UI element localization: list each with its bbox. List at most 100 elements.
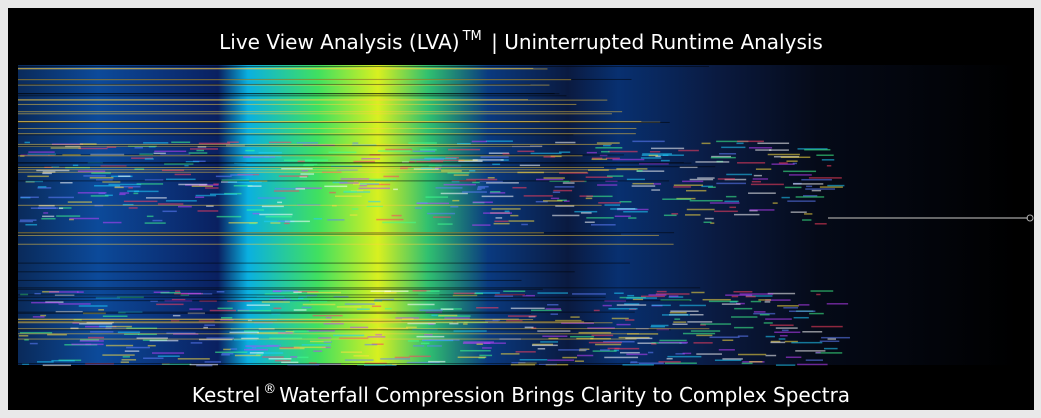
noise-streak: [542, 200, 563, 202]
row-line: [18, 155, 583, 157]
noise-streak: [204, 361, 222, 363]
noise-streak: [805, 359, 823, 361]
noise-streak: [122, 356, 130, 358]
noise-streak: [708, 186, 716, 188]
noise-streak: [798, 304, 810, 306]
noise-streak: [604, 204, 621, 206]
row-line: [18, 113, 612, 115]
noise-streak: [717, 178, 736, 180]
noise-streak: [603, 144, 611, 147]
noise-streak: [131, 157, 153, 159]
noise-streak: [36, 169, 70, 172]
noise-streak: [156, 303, 184, 306]
noise-streak: [793, 316, 809, 319]
noise-streak: [494, 295, 514, 297]
noise-streak: [562, 182, 575, 184]
noise-streak: [161, 363, 192, 365]
noise-streak: [221, 179, 250, 182]
noise-streak: [648, 154, 658, 157]
noise-streak: [578, 331, 612, 334]
noise-streak: [745, 295, 756, 298]
noise-streak: [598, 202, 621, 204]
row-line: [18, 279, 522, 281]
noise-streak: [585, 176, 613, 178]
noise-streak: [678, 149, 699, 152]
noise-streak: [58, 207, 72, 209]
noise-streak: [819, 186, 843, 188]
noise-streak: [458, 160, 483, 162]
noise-streak: [304, 159, 328, 161]
noise-streak: [476, 343, 483, 345]
noise-streak: [685, 189, 707, 192]
noise-streak: [731, 295, 739, 298]
noise-streak: [353, 160, 375, 163]
noise-streak: [669, 311, 687, 314]
noise-streak: [489, 192, 506, 194]
noise-streak: [256, 352, 284, 354]
noise-streak: [535, 200, 548, 203]
row-line: [18, 328, 710, 330]
noise-streak: [149, 339, 179, 342]
noise-streak: [307, 291, 341, 294]
noise-streak: [174, 173, 191, 176]
noise-streak: [577, 354, 594, 357]
noise-streak: [477, 185, 489, 188]
noise-streak: [374, 298, 395, 301]
noise-streak: [504, 210, 510, 213]
noise-streak: [233, 184, 253, 187]
noise-streak: [268, 358, 292, 360]
noise-streak: [530, 152, 562, 155]
noise-streak: [28, 151, 55, 153]
noise-streak: [585, 197, 593, 200]
noise-streak: [25, 180, 44, 183]
noise-streak: [610, 208, 638, 210]
subtitle: | Uninterrupted Runtime Analysis: [491, 30, 823, 54]
noise-streak: [816, 154, 834, 156]
row-line: [18, 204, 602, 206]
noise-streak: [819, 340, 840, 343]
noise-streak: [405, 326, 417, 329]
row-line: [18, 145, 530, 147]
noise-streak: [479, 354, 493, 357]
noise-streak: [295, 188, 306, 190]
noise-streak: [400, 167, 408, 170]
noise-streak: [382, 221, 416, 224]
noise-streak: [553, 189, 573, 192]
noise-streak: [313, 350, 323, 352]
noise-streak: [357, 363, 386, 366]
noise-streak: [797, 363, 828, 366]
noise-streak: [265, 215, 292, 218]
noise-streak: [765, 354, 777, 357]
noise-streak: [424, 333, 433, 336]
noise-streak: [722, 339, 734, 342]
row-line: [18, 99, 608, 101]
noise-streak: [458, 159, 478, 161]
noise-streak: [771, 163, 795, 165]
noise-streak: [724, 178, 747, 181]
row-line: [18, 234, 659, 236]
noise-streak: [619, 351, 640, 354]
noise-streak: [67, 201, 93, 203]
noise-streak: [457, 143, 471, 145]
noise-streak: [359, 184, 368, 187]
noise-streak: [356, 308, 370, 310]
noise-streak: [144, 158, 154, 160]
noise-streak: [229, 331, 259, 334]
noise-streak: [763, 322, 773, 324]
noise-streak: [487, 177, 495, 179]
noise-streak: [811, 325, 843, 328]
noise-streak: [515, 351, 536, 353]
noise-streak: [126, 346, 150, 349]
noise-streak: [595, 147, 623, 149]
noise-streak: [364, 343, 378, 346]
noise-streak: [298, 297, 304, 300]
noise-streak: [708, 300, 739, 303]
noise-streak: [153, 152, 166, 155]
noise-streak: [687, 321, 713, 323]
noise-streak: [157, 355, 180, 357]
noise-streak: [531, 309, 562, 312]
noise-streak: [816, 293, 821, 296]
noise-streak: [689, 199, 723, 202]
noise-streak: [426, 290, 440, 292]
noise-streak: [270, 222, 281, 224]
